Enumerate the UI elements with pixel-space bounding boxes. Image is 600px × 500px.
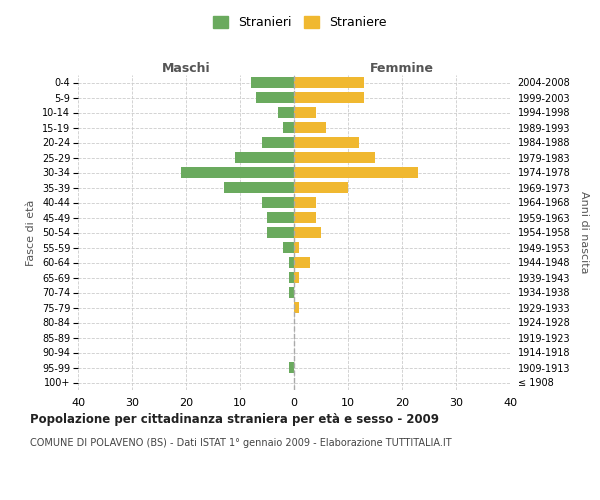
- Bar: [283, 122, 294, 133]
- Bar: [294, 257, 310, 268]
- Bar: [283, 242, 294, 253]
- Bar: [294, 167, 418, 178]
- Text: COMUNE DI POLAVENO (BS) - Dati ISTAT 1° gennaio 2009 - Elaborazione TUTTITALIA.I: COMUNE DI POLAVENO (BS) - Dati ISTAT 1° …: [30, 438, 452, 448]
- Bar: [256, 92, 294, 103]
- Bar: [289, 257, 294, 268]
- Bar: [294, 92, 364, 103]
- Text: Femmine: Femmine: [370, 62, 434, 75]
- Bar: [235, 152, 294, 163]
- Bar: [289, 287, 294, 298]
- Bar: [294, 227, 321, 238]
- Bar: [294, 242, 299, 253]
- Y-axis label: Anni di nascita: Anni di nascita: [579, 191, 589, 274]
- Bar: [294, 122, 326, 133]
- Bar: [224, 182, 294, 193]
- Bar: [267, 212, 294, 223]
- Bar: [294, 212, 316, 223]
- Bar: [181, 167, 294, 178]
- Bar: [294, 197, 316, 208]
- Y-axis label: Fasce di età: Fasce di età: [26, 200, 37, 266]
- Bar: [294, 137, 359, 148]
- Bar: [289, 362, 294, 373]
- Bar: [267, 227, 294, 238]
- Bar: [294, 182, 348, 193]
- Bar: [294, 77, 364, 88]
- Bar: [289, 272, 294, 283]
- Bar: [251, 77, 294, 88]
- Bar: [278, 107, 294, 118]
- Bar: [294, 302, 299, 313]
- Bar: [294, 272, 299, 283]
- Text: Popolazione per cittadinanza straniera per età e sesso - 2009: Popolazione per cittadinanza straniera p…: [30, 412, 439, 426]
- Legend: Stranieri, Straniere: Stranieri, Straniere: [208, 11, 392, 34]
- Bar: [294, 107, 316, 118]
- Bar: [262, 197, 294, 208]
- Text: Maschi: Maschi: [161, 62, 211, 75]
- Bar: [294, 152, 375, 163]
- Bar: [262, 137, 294, 148]
